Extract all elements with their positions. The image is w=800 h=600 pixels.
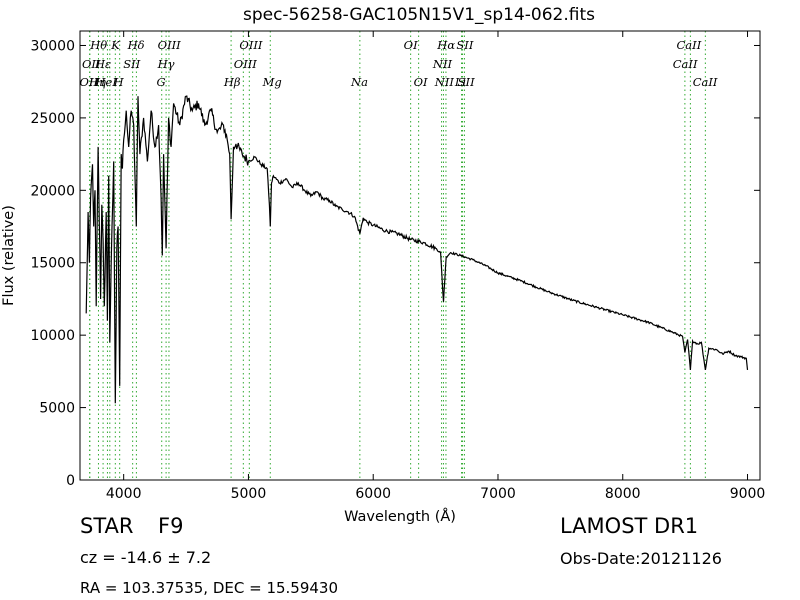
y-tick-label-4: 20000 xyxy=(30,183,75,199)
spectral-line-label-17: Hη xyxy=(88,75,106,89)
spectral-line-label-15: CaII xyxy=(673,57,698,71)
survey-name: LAMOST DR1 xyxy=(560,514,699,538)
spectral-line-label-11: SII xyxy=(123,57,140,71)
spectral-line-label-18: HeI xyxy=(95,75,118,89)
spectral-line-label-12: Hγ xyxy=(157,57,175,71)
object-subclass: F9 xyxy=(158,514,184,538)
spectral-line-label-23: Na xyxy=(350,75,368,89)
spectral-line-label-27: SII xyxy=(458,75,475,89)
x-tick-label-3: 7000 xyxy=(480,486,516,502)
spectral-line-label-14: NII xyxy=(432,57,453,71)
x-tick-label-4: 8000 xyxy=(605,486,641,502)
y-tick-label-3: 15000 xyxy=(30,256,75,272)
spectral-line-label-13: OIII xyxy=(234,57,258,71)
x-tick-label-2: 6000 xyxy=(355,486,391,502)
y-tick-label-2: 10000 xyxy=(30,328,75,344)
spectral-line-label-9: OII xyxy=(82,57,101,71)
axis-ticks: 4000 5000 6000 7000 8000 9000 0 5000 10000 15000 2… xyxy=(30,31,765,502)
spectral-line-label-28: CaII xyxy=(693,75,718,89)
y-tick-label-5: 25000 xyxy=(30,111,75,127)
spectral-line-label-10: Hε xyxy=(94,57,111,71)
spectral-line-label-6: Hα xyxy=(436,38,455,52)
spectral-line-label-21: Hβ xyxy=(223,75,241,89)
spectral-line-label-26: Li xyxy=(454,75,467,89)
spectral-line-label-20: G xyxy=(157,75,166,89)
spectrum-layer xyxy=(85,95,749,404)
spectral-line-label-1: K xyxy=(110,38,121,52)
spectral-line-label-4: OIII xyxy=(239,38,263,52)
spectral-line-label-25: NII xyxy=(434,75,455,89)
plot-frame xyxy=(79,30,761,481)
object-class: STAR xyxy=(80,514,134,538)
line-markers-layer xyxy=(89,31,706,480)
y-tick-label-6: 30000 xyxy=(30,38,75,54)
redshift-readout: cz = -14.6 ± 7.2 xyxy=(80,548,212,567)
y-tick-label-0: 0 xyxy=(66,473,75,489)
y-tick-label-1: 5000 xyxy=(39,401,75,417)
spectral-line-label-0: Hθ xyxy=(89,38,107,52)
x-tick-label-5: 9000 xyxy=(730,486,766,502)
plot-area-border xyxy=(79,30,761,481)
x-axis-label: Wavelength (Å) xyxy=(344,508,456,525)
spectral-line-label-2: Hδ xyxy=(127,38,145,52)
y-axis-label: Flux (relative) xyxy=(1,205,17,306)
spectral-line-label-22: Mg xyxy=(262,75,282,89)
chart-title: spec-56258-GAC105N15V1_sp14-062.fits xyxy=(242,5,596,25)
x-tick-label-1: 5000 xyxy=(231,486,267,502)
spectral-line-label-19: H xyxy=(113,75,125,89)
observation-date: Obs-Date:20121126 xyxy=(560,549,722,568)
spectral-line-label-3: OIII xyxy=(158,38,182,52)
spectrum-line xyxy=(85,95,749,404)
spectral-line-label-7: SII xyxy=(456,38,473,52)
coordinates-readout: RA = 103.37535, DEC = 15.59430 xyxy=(80,579,339,597)
spectral-line-label-24: OI xyxy=(414,75,428,89)
spectral-line-label-5: OI xyxy=(404,38,418,52)
spectral-line-label-16: OII xyxy=(79,75,98,89)
spectral-line-label-8: CaII xyxy=(677,38,702,52)
x-tick-label-0: 4000 xyxy=(106,486,142,502)
